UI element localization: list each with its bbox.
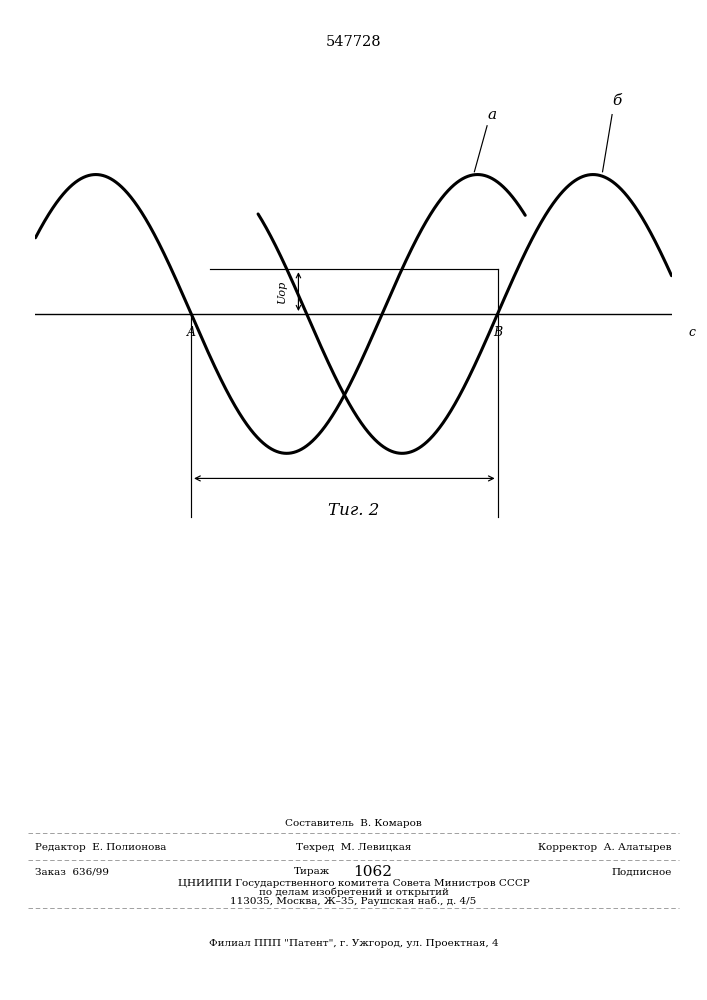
Text: 547728: 547728 <box>326 35 381 49</box>
Text: Корректор  А. Алатырев: Корректор А. Алатырев <box>538 842 672 852</box>
Text: Τиг. 2: Τиг. 2 <box>328 502 379 519</box>
Text: Филиал ППП "Патент", г. Ужгород, ул. Проектная, 4: Филиал ППП "Патент", г. Ужгород, ул. Про… <box>209 938 498 948</box>
Text: B: B <box>493 326 502 339</box>
Text: A: A <box>187 326 196 339</box>
Text: 113035, Москва, Ж–35, Раушская наб., д. 4/5: 113035, Москва, Ж–35, Раушская наб., д. … <box>230 896 477 906</box>
Text: Составитель  В. Комаров: Составитель В. Комаров <box>285 818 422 828</box>
Text: a: a <box>487 108 496 122</box>
Text: Тираж: Тираж <box>293 867 329 876</box>
Text: Uор: Uор <box>277 280 287 303</box>
Text: б: б <box>612 94 621 108</box>
Text: Подписное: Подписное <box>612 867 672 876</box>
Text: по делам изобретений и открытий: по делам изобретений и открытий <box>259 887 448 897</box>
Text: ЦНИИПИ Государственного комитета Совета Министров СССР: ЦНИИПИ Государственного комитета Совета … <box>177 879 530 888</box>
Text: Техред  М. Левицкая: Техред М. Левицкая <box>296 842 411 852</box>
Text: Редактор  Е. Полионова: Редактор Е. Полионова <box>35 842 167 852</box>
Text: Заказ  636/99: Заказ 636/99 <box>35 867 110 876</box>
Text: c: c <box>688 326 695 339</box>
Text: 1062: 1062 <box>354 865 392 879</box>
